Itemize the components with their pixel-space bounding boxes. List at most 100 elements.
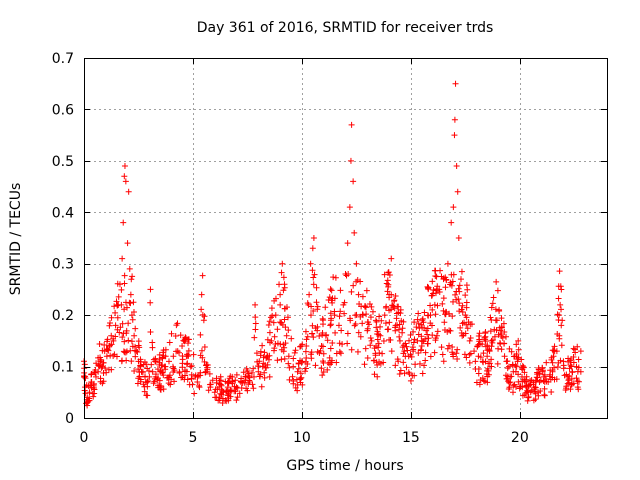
data-point bbox=[564, 380, 571, 387]
data-point bbox=[451, 132, 458, 139]
data-point bbox=[325, 359, 332, 366]
data-point bbox=[489, 336, 496, 343]
data-point bbox=[368, 303, 375, 310]
data-point bbox=[363, 287, 370, 294]
data-point bbox=[421, 309, 428, 316]
data-point bbox=[256, 373, 263, 380]
data-point bbox=[446, 311, 453, 318]
data-point bbox=[362, 304, 369, 311]
data-point bbox=[548, 354, 555, 361]
data-point bbox=[233, 397, 240, 404]
data-point bbox=[392, 362, 399, 369]
data-point bbox=[332, 274, 339, 281]
data-point bbox=[344, 330, 351, 337]
data-point bbox=[372, 317, 379, 324]
data-point bbox=[229, 380, 236, 387]
data-point bbox=[350, 178, 357, 185]
data-point bbox=[549, 359, 556, 366]
data-point bbox=[346, 315, 353, 322]
data-point bbox=[327, 345, 334, 352]
data-point bbox=[124, 304, 130, 311]
data-point bbox=[89, 390, 96, 397]
data-point bbox=[364, 354, 371, 361]
data-point bbox=[159, 369, 166, 376]
data-point bbox=[137, 362, 144, 369]
data-point bbox=[555, 359, 562, 366]
data-point bbox=[454, 188, 461, 195]
data-point bbox=[566, 372, 573, 379]
data-point bbox=[411, 319, 418, 326]
data-point bbox=[568, 375, 575, 382]
data-point bbox=[354, 348, 361, 355]
data-point bbox=[554, 331, 561, 338]
data-point bbox=[196, 382, 203, 389]
data-point bbox=[209, 377, 216, 384]
data-point bbox=[419, 315, 426, 322]
data-point bbox=[532, 384, 539, 391]
data-point bbox=[441, 319, 448, 326]
data-point bbox=[204, 366, 211, 373]
data-point bbox=[259, 342, 266, 349]
data-point bbox=[103, 353, 110, 360]
data-point bbox=[205, 387, 212, 394]
data-point bbox=[107, 352, 114, 359]
data-point bbox=[314, 306, 321, 313]
data-point bbox=[86, 389, 93, 396]
data-point bbox=[271, 347, 278, 354]
data-point bbox=[253, 350, 260, 357]
data-point bbox=[488, 343, 495, 350]
axis-ticks bbox=[84, 58, 607, 419]
data-point bbox=[119, 357, 126, 364]
data-point bbox=[463, 321, 470, 328]
data-point bbox=[417, 347, 424, 354]
data-point bbox=[489, 300, 496, 307]
data-point bbox=[152, 371, 159, 378]
data-point bbox=[357, 333, 364, 340]
data-point bbox=[105, 366, 112, 373]
data-point bbox=[274, 357, 281, 364]
data-point bbox=[276, 281, 283, 288]
data-point bbox=[433, 287, 440, 294]
data-point bbox=[488, 304, 495, 311]
data-point bbox=[571, 346, 578, 353]
data-point bbox=[575, 386, 582, 393]
data-point bbox=[254, 358, 261, 365]
data-point bbox=[327, 310, 334, 317]
data-point bbox=[407, 377, 414, 384]
data-point bbox=[141, 359, 148, 366]
data-point bbox=[381, 271, 388, 278]
data-point bbox=[396, 370, 403, 377]
data-point bbox=[297, 375, 304, 382]
data-point bbox=[201, 358, 208, 365]
data-point bbox=[120, 330, 127, 337]
data-point bbox=[346, 204, 353, 211]
data-point bbox=[551, 343, 558, 350]
data-point bbox=[481, 334, 488, 341]
data-point bbox=[280, 287, 287, 294]
data-point bbox=[125, 320, 132, 327]
data-point bbox=[122, 299, 129, 306]
data-point bbox=[280, 274, 287, 281]
data-point bbox=[379, 350, 386, 357]
data-point bbox=[421, 362, 428, 369]
data-point bbox=[415, 310, 422, 317]
data-point bbox=[455, 235, 462, 241]
data-point bbox=[303, 343, 310, 349]
data-point bbox=[375, 340, 382, 347]
data-point bbox=[496, 307, 503, 314]
data-point bbox=[162, 346, 169, 353]
data-point bbox=[185, 347, 192, 354]
data-point bbox=[121, 173, 128, 180]
data-point bbox=[108, 332, 115, 339]
data-point bbox=[510, 389, 517, 396]
data-point bbox=[114, 314, 121, 321]
data-point bbox=[519, 366, 526, 373]
data-point bbox=[232, 377, 239, 384]
data-point bbox=[554, 363, 561, 370]
data-point bbox=[475, 332, 482, 339]
data-point bbox=[112, 322, 119, 329]
data-point bbox=[566, 365, 573, 372]
data-point bbox=[357, 313, 364, 320]
data-point bbox=[482, 343, 489, 350]
data-point bbox=[212, 394, 219, 401]
